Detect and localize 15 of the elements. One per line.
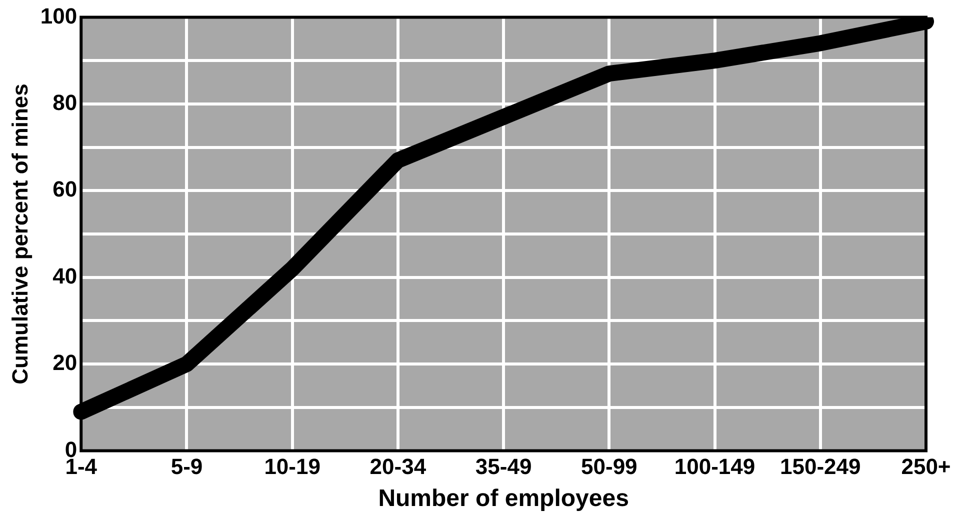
x-tick-label: 20-34	[370, 454, 427, 480]
x-tick-label: 50-99	[581, 454, 638, 480]
y-tick-label: 20	[52, 350, 78, 376]
x-tick-label: 100-149	[674, 454, 756, 480]
y-tick-label: 60	[52, 176, 78, 202]
x-tick-label: 35-49	[475, 454, 532, 480]
y-axis-title: Cumulative percent of mines	[7, 84, 32, 384]
y-tick-label: 80	[52, 90, 78, 115]
x-tick-label: 10-19	[264, 454, 320, 480]
x-axis-title: Number of employees	[378, 485, 629, 512]
x-tick-label: 150-249	[780, 454, 861, 480]
x-tick-label: 250+	[901, 454, 951, 480]
y-tick-label: 100	[40, 3, 78, 28]
y-tick-label: 40	[52, 263, 78, 288]
x-tick-label: 5-9	[170, 454, 203, 480]
